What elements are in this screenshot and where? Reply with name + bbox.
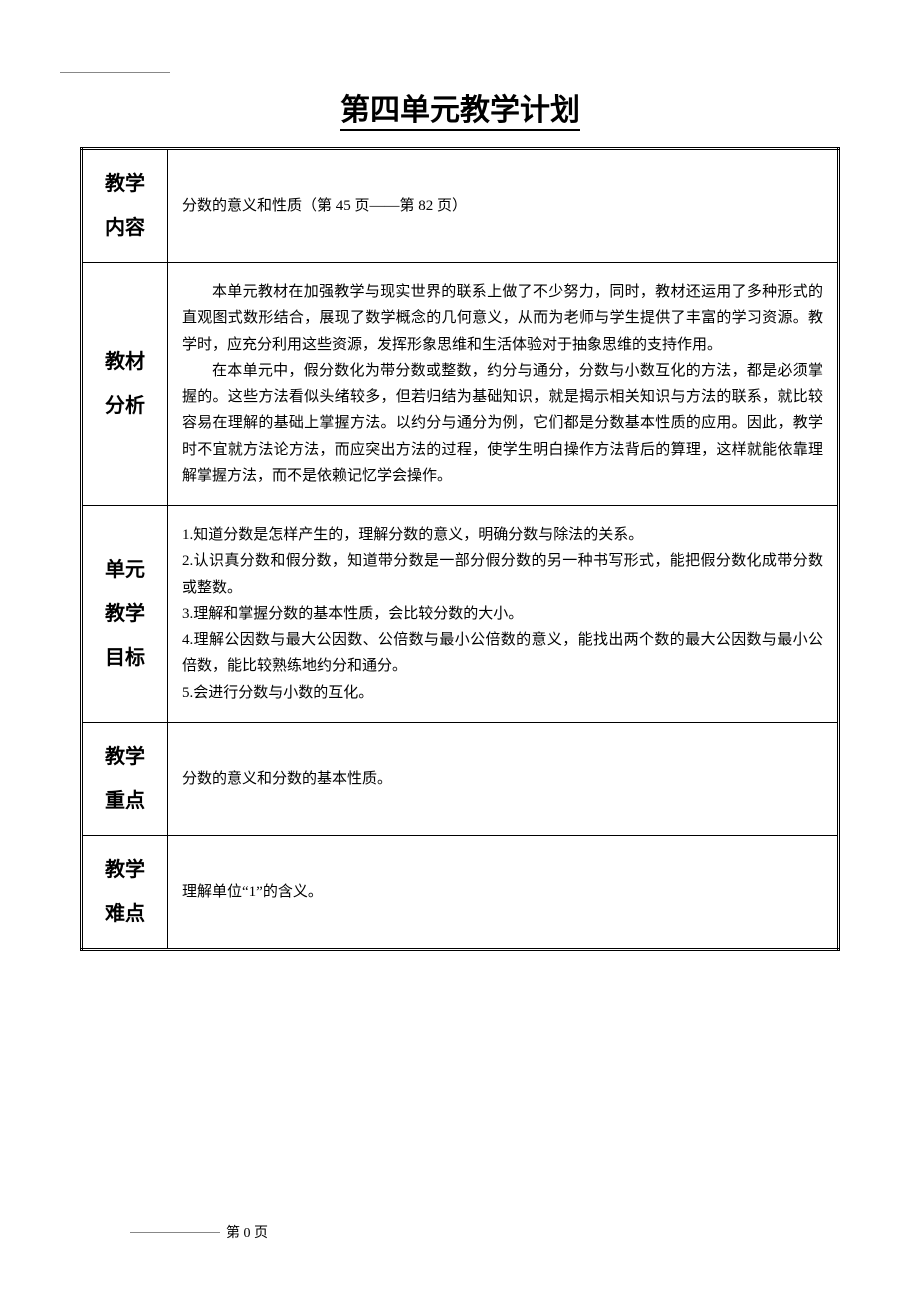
teaching-difficulty-text: 理解单位“1”的含义。 — [182, 879, 823, 905]
cell-material-analysis: 本单元教材在加强教学与现实世界的联系上做了不少努力，同时，教材还运用了多种形式的… — [168, 263, 839, 506]
label-material-analysis: 教材 分析 — [82, 263, 168, 506]
page-title: 第四单元教学计划 — [340, 85, 580, 131]
table-row: 教学 内容 分数的意义和性质（第 45 页——第 82 页） — [82, 149, 839, 263]
label-teaching-content: 教学 内容 — [82, 149, 168, 263]
plan-table: 教学 内容 分数的意义和性质（第 45 页——第 82 页） 教材 分析 本单元… — [80, 147, 840, 951]
goal-item-4: 4.理解公因数与最大公因数、公倍数与最小公倍数的意义，能找出两个数的最大公因数与… — [182, 627, 823, 680]
teaching-key-text: 分数的意义和分数的基本性质。 — [182, 766, 823, 792]
goal-item-2: 2.认识真分数和假分数，知道带分数是一部分假分数的另一种书写形式，能把假分数化成… — [182, 548, 823, 601]
page-container: 第四单元教学计划 教学 内容 分数的意义和性质（第 45 页——第 82 页） … — [0, 0, 920, 951]
page-number: 第 0 页 — [226, 1222, 268, 1242]
header-divider — [60, 72, 170, 73]
table-row: 教学 重点 分数的意义和分数的基本性质。 — [82, 722, 839, 835]
label-teaching-difficulty: 教学 难点 — [82, 835, 168, 949]
table-row: 教材 分析 本单元教材在加强教学与现实世界的联系上做了不少努力，同时，教材还运用… — [82, 263, 839, 506]
goal-item-5: 5.会进行分数与小数的互化。 — [182, 680, 823, 706]
label-teaching-key: 教学 重点 — [82, 722, 168, 835]
title-wrap: 第四单元教学计划 — [80, 85, 840, 141]
cell-teaching-key: 分数的意义和分数的基本性质。 — [168, 722, 839, 835]
cell-teaching-content: 分数的意义和性质（第 45 页——第 82 页） — [168, 149, 839, 263]
cell-teaching-difficulty: 理解单位“1”的含义。 — [168, 835, 839, 949]
cell-unit-goals: 1.知道分数是怎样产生的，理解分数的意义，明确分数与除法的关系。 2.认识真分数… — [168, 506, 839, 723]
table-row: 单元 教学 目标 1.知道分数是怎样产生的，理解分数的意义，明确分数与除法的关系… — [82, 506, 839, 723]
analysis-paragraph-1: 本单元教材在加强教学与现实世界的联系上做了不少努力，同时，教材还运用了多种形式的… — [182, 279, 823, 358]
label-unit-goals: 单元 教学 目标 — [82, 506, 168, 723]
goal-item-3: 3.理解和掌握分数的基本性质，会比较分数的大小。 — [182, 601, 823, 627]
footer-divider — [130, 1232, 220, 1233]
analysis-paragraph-2: 在本单元中，假分数化为带分数或整数，约分与通分，分数与小数互化的方法，都是必须掌… — [182, 358, 823, 489]
goal-item-1: 1.知道分数是怎样产生的，理解分数的意义，明确分数与除法的关系。 — [182, 522, 823, 548]
teaching-content-text: 分数的意义和性质（第 45 页——第 82 页） — [182, 193, 823, 219]
page-footer: 第 0 页 — [130, 1222, 268, 1242]
table-row: 教学 难点 理解单位“1”的含义。 — [82, 835, 839, 949]
